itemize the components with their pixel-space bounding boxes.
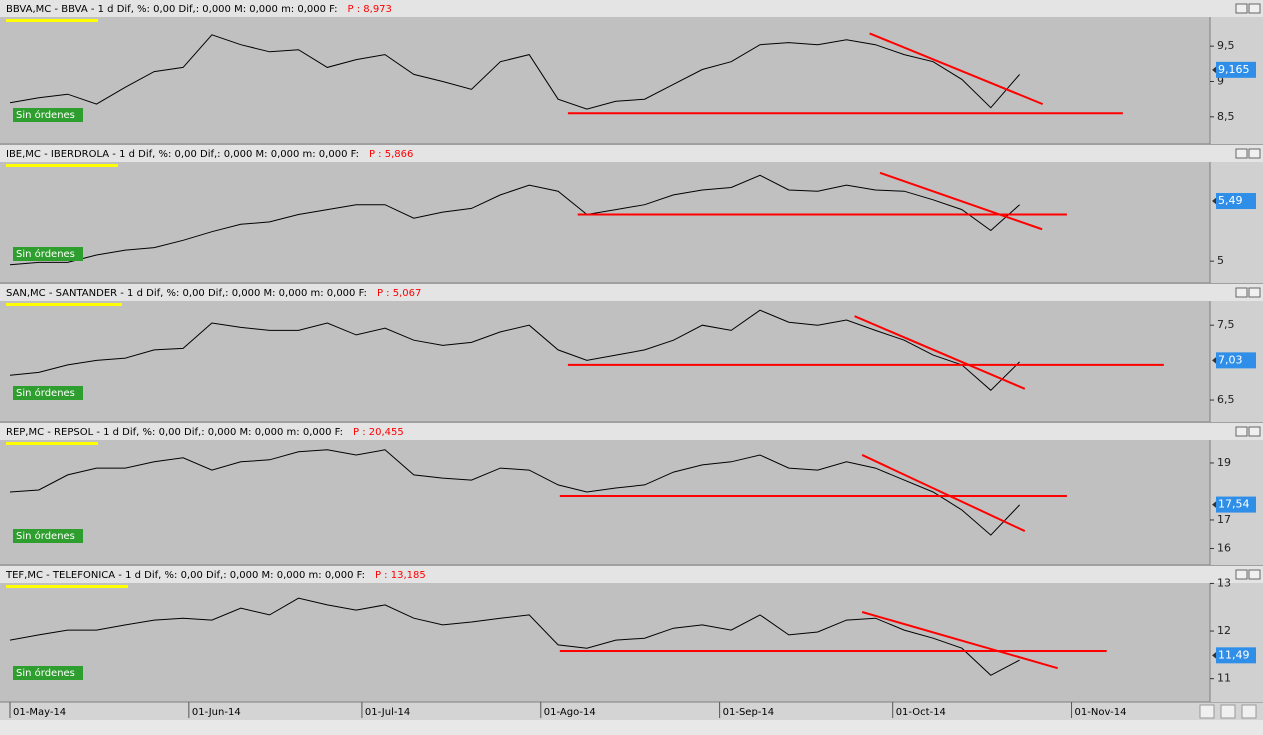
current-box: [1216, 496, 1256, 513]
price-label: P : 5,067: [377, 288, 421, 299]
current-arrow: [1212, 197, 1217, 206]
y-tick-label: 8,5: [1217, 110, 1235, 123]
status-label: Sin órdenes: [16, 387, 75, 399]
current-arrow: [1212, 356, 1217, 365]
y-tick-label: 7,5: [1217, 318, 1235, 331]
x-tick-label: 01-Jun-14: [192, 707, 241, 718]
right-axis: [1210, 162, 1263, 283]
panel-header: [0, 145, 1263, 162]
x-tick-label: 01-May-14: [13, 707, 66, 718]
maximize-button[interactable]: [1248, 426, 1261, 437]
trend-line: [861, 454, 1026, 532]
y-tick-label: 13: [1217, 576, 1231, 589]
y-tick-label: 12: [1217, 624, 1231, 637]
y-tick-label: 6,5: [1217, 393, 1235, 406]
current-label: 5,49: [1218, 194, 1243, 207]
maximize-button[interactable]: [1248, 3, 1261, 14]
maximize-button[interactable]: [1248, 287, 1261, 298]
y-tick-label: 16: [1217, 541, 1231, 554]
current-label: 7,03: [1218, 353, 1243, 366]
current-arrow: [1212, 65, 1217, 74]
panel-title: BBVA,MC - BBVA - 1 d Dif, %: 0,00 Dif,: …: [6, 4, 338, 15]
symbol-underline: [6, 164, 118, 167]
save-button[interactable]: [1220, 704, 1236, 719]
panel-header: [0, 566, 1263, 583]
panel-title: TEF,MC - TELEFONICA - 1 d Dif, %: 0,00 D…: [5, 570, 365, 581]
trend-line: [879, 171, 1043, 231]
panel-header: [0, 284, 1263, 301]
panel-header: [0, 423, 1263, 440]
symbol-underline: [6, 585, 128, 588]
current-label: 11,49: [1218, 648, 1250, 661]
panel-title: REP,MC - REPSOL - 1 d Dif, %: 0,00 Dif,:…: [6, 427, 343, 438]
current-box: [1216, 647, 1256, 664]
minimize-button[interactable]: [1235, 3, 1248, 14]
right-axis: [1210, 17, 1263, 144]
price-line: [9, 309, 1020, 391]
y-tick-label: 5: [1217, 254, 1224, 267]
current-label: 9,165: [1218, 63, 1250, 76]
y-tick-label: 11: [1217, 672, 1231, 685]
x-tick-label: 01-Sep-14: [723, 707, 775, 718]
status-label: Sin órdenes: [16, 248, 75, 260]
panel-title: SAN,MC - SANTANDER - 1 d Dif, %: 0,00 Di…: [6, 288, 367, 299]
symbol-underline: [6, 19, 98, 22]
status-box: [13, 247, 83, 261]
maximize-button[interactable]: [1248, 569, 1261, 580]
trend-line: [861, 611, 1058, 670]
minimize-button[interactable]: [1235, 287, 1248, 298]
minimize-button[interactable]: [1235, 569, 1248, 580]
x-tick-label: 01-Ago-14: [544, 707, 596, 718]
y-tick-label: 17: [1217, 513, 1231, 526]
right-axis: [1210, 583, 1263, 702]
maximize-button[interactable]: [1248, 148, 1261, 159]
x-axis-band: [0, 702, 1263, 720]
current-box: [1216, 352, 1256, 369]
price-line: [9, 174, 1020, 266]
symbol-underline: [6, 303, 122, 306]
current-arrow: [1212, 651, 1217, 660]
price-label: P : 5,866: [369, 149, 413, 160]
y-tick-label: 19: [1217, 456, 1231, 469]
status-box: [13, 386, 83, 400]
status-label: Sin órdenes: [16, 109, 75, 121]
y-tick-label: 9: [1217, 75, 1224, 88]
current-label: 17,54: [1218, 498, 1250, 511]
price-line: [9, 449, 1020, 536]
price-label: P : 13,185: [375, 570, 426, 581]
x-tick-label: 01-Jul-14: [365, 707, 410, 718]
current-box: [1216, 61, 1256, 78]
pin-button[interactable]: [1241, 704, 1257, 719]
trend-line: [869, 32, 1044, 106]
minimize-button[interactable]: [1235, 148, 1248, 159]
x-tick-label: 01-Nov-14: [1075, 707, 1127, 718]
price-line: [9, 34, 1020, 110]
panel-title: IBE,MC - IBERDROLA - 1 d Dif, %: 0,00 Di…: [6, 149, 359, 160]
status-label: Sin órdenes: [16, 530, 75, 542]
status-bar: [0, 720, 1263, 735]
tool-button[interactable]: [1199, 704, 1215, 719]
y-tick-label: 9,5: [1217, 39, 1235, 52]
symbol-underline: [6, 442, 98, 445]
minimize-button[interactable]: [1235, 426, 1248, 437]
status-box: [13, 108, 83, 122]
price-line: [9, 597, 1020, 676]
status-box: [13, 529, 83, 543]
trend-line: [854, 315, 1026, 390]
status-label: Sin órdenes: [16, 667, 75, 679]
price-label: P : 8,973: [348, 4, 392, 15]
x-tick-label: 01-Oct-14: [896, 707, 946, 718]
current-arrow: [1212, 500, 1217, 509]
current-box: [1216, 193, 1256, 210]
price-label: P : 20,455: [353, 427, 404, 438]
panel-header: [0, 0, 1263, 17]
status-box: [13, 666, 83, 680]
